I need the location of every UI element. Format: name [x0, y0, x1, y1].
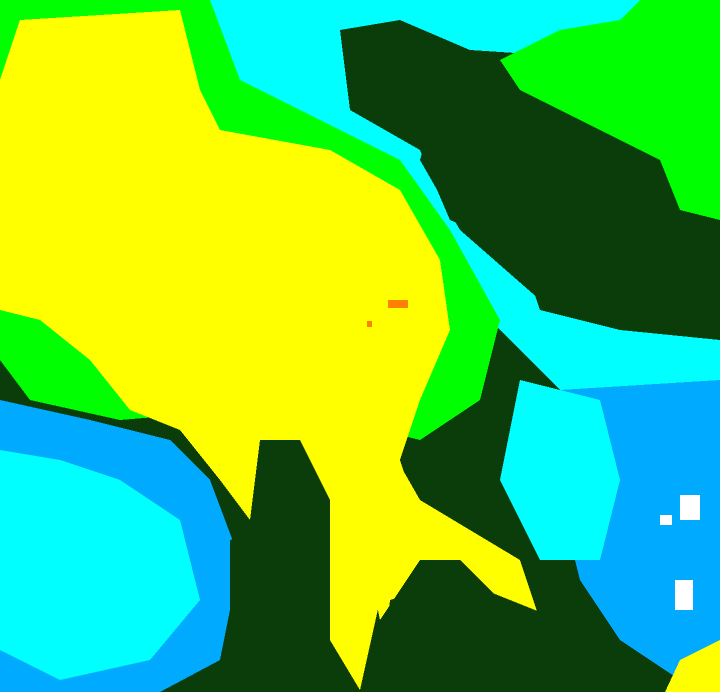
region-orange-1: [388, 300, 408, 308]
region-white-1: [680, 495, 700, 520]
region-orange-2: [367, 321, 372, 327]
region-dark-green-south: [230, 520, 330, 692]
region-white-3: [660, 515, 672, 525]
region-cyan-southeast: [500, 380, 620, 560]
region-dark-green-northeast: [340, 20, 720, 340]
region-yellow-southeast: [665, 640, 720, 692]
region-cyan-north: [200, 0, 720, 400]
region-green-northeast: [500, 0, 720, 220]
region-yellow-main: [0, 10, 450, 690]
region-white-2: [675, 580, 693, 610]
region-yellow-south: [340, 420, 540, 620]
region-cyan-southwest: [0, 450, 200, 680]
region-dark-green-south-2: [380, 580, 600, 692]
